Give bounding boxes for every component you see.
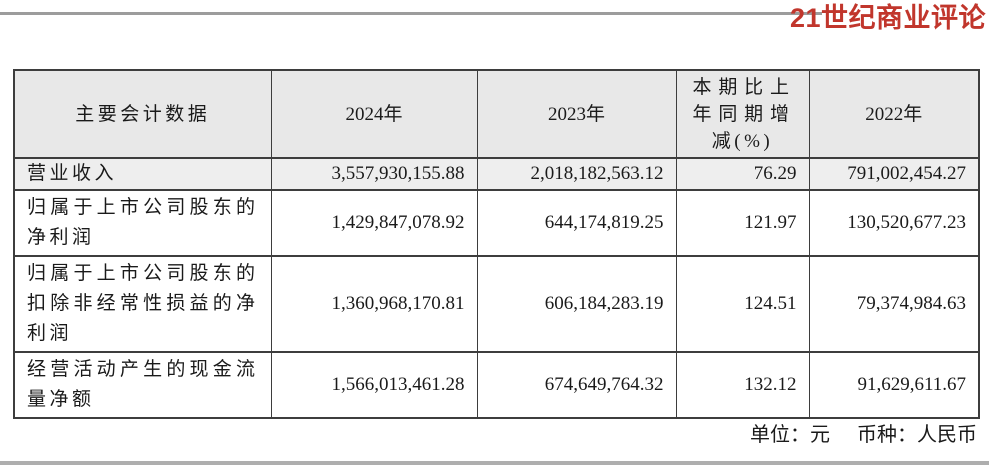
- financial-summary-table: 主要会计数据 2024年 2023年 本期比上年同期增减(%) 2022年 营业…: [13, 69, 980, 419]
- metric-label-cell: 归属于上市公司股东的扣除非经常性损益的净利润: [13, 255, 272, 353]
- value-2023-cell: 2,018,182,563.12: [476, 157, 677, 191]
- masthead-rule: [0, 12, 822, 15]
- column-header-metric: 主要会计数据: [13, 69, 272, 159]
- column-header-2024: 2024年: [270, 69, 478, 159]
- value-2024-cell: 1,566,013,461.28: [270, 351, 478, 419]
- table-row-operating-cash-flow: 经营活动产生的现金流量净额 1,566,013,461.28 674,649,7…: [13, 351, 980, 419]
- value-2024-cell: 1,429,847,078.92: [270, 189, 478, 257]
- value-2024-cell: 3,557,930,155.88: [270, 157, 478, 191]
- change-pct-cell: 76.29: [675, 157, 810, 191]
- value-2023-cell: 644,174,819.25: [476, 189, 677, 257]
- value-2022-cell: 91,629,611.67: [808, 351, 980, 419]
- table-row-net-profit: 归属于上市公司股东的净利润 1,429,847,078.92 644,174,8…: [13, 189, 980, 257]
- metric-label-cell: 归属于上市公司股东的净利润: [13, 189, 272, 257]
- bottom-divider-bar: [0, 461, 989, 465]
- unit-label: 单位：元: [750, 424, 830, 446]
- change-pct-cell: 124.51: [675, 255, 810, 353]
- column-header-2023: 2023年: [476, 69, 677, 159]
- change-pct-cell: 121.97: [675, 189, 810, 257]
- value-2023-cell: 674,649,764.32: [476, 351, 677, 419]
- change-pct-cell: 132.12: [675, 351, 810, 419]
- column-header-change: 本期比上年同期增减(%): [675, 69, 810, 159]
- column-header-2022: 2022年: [808, 69, 980, 159]
- value-2022-cell: 130,520,677.23: [808, 189, 980, 257]
- metric-label-cell: 营业收入: [13, 157, 272, 191]
- currency-label: 币种：人民币: [857, 424, 977, 446]
- table-row-revenue: 营业收入 3,557,930,155.88 2,018,182,563.12 7…: [13, 157, 980, 191]
- value-2022-cell: 791,002,454.27: [808, 157, 980, 191]
- unit-footnote: 单位：元 币种：人民币: [750, 423, 977, 447]
- publication-logo: 21世纪商业评论: [789, 3, 986, 33]
- value-2023-cell: 606,184,283.19: [476, 255, 677, 353]
- value-2024-cell: 1,360,968,170.81: [270, 255, 478, 353]
- value-2022-cell: 79,374,984.63: [808, 255, 980, 353]
- table-row-net-profit-excl-nonrecurring: 归属于上市公司股东的扣除非经常性损益的净利润 1,360,968,170.81 …: [13, 255, 980, 353]
- table-header-row: 主要会计数据 2024年 2023年 本期比上年同期增减(%) 2022年: [13, 69, 980, 159]
- metric-label-cell: 经营活动产生的现金流量净额: [13, 351, 272, 419]
